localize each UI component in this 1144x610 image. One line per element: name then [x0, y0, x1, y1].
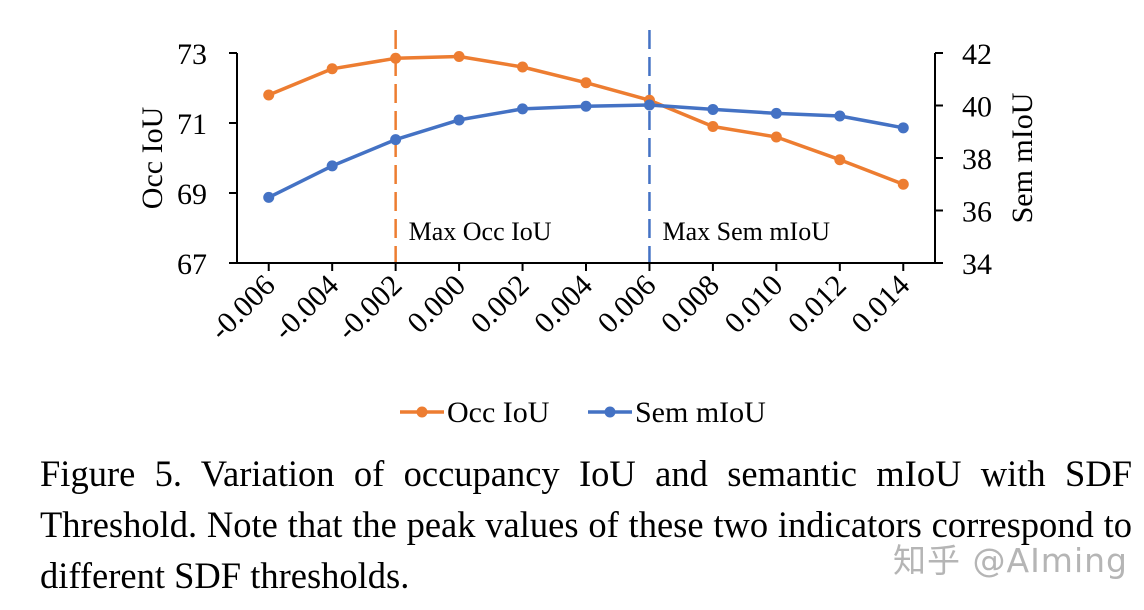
occ-iou-point	[517, 61, 529, 73]
sem-miou-point	[834, 110, 846, 122]
sem-miou-line	[267, 103, 904, 199]
watermark: 知乎 @AIming	[893, 541, 1128, 580]
x-tick-label: 0.012	[782, 269, 853, 340]
sem-miou-point	[897, 122, 909, 134]
sem-miou-point	[263, 191, 275, 203]
series	[263, 51, 909, 203]
x-tick-label: 0.004	[528, 269, 599, 340]
annotation-lines: Max Occ IoU Max Sem mIoU	[394, 30, 830, 263]
legend-label-occ-iou: Occ IoU	[447, 396, 550, 429]
y-left-tick-label: 71	[177, 108, 207, 141]
sem-miou-point	[517, 103, 529, 115]
occ-iou-point	[897, 178, 909, 190]
y-right-tick-label: 38	[962, 143, 992, 176]
occ-iou-line	[268, 54, 904, 186]
x-tick-label: -0.002	[330, 269, 408, 347]
sem-miou-point	[453, 114, 465, 126]
legend: Occ IoU Sem mIoU	[400, 396, 766, 429]
y-left-tick-label: 69	[177, 178, 207, 211]
sem-miou-point	[643, 99, 655, 111]
annotation-label-1: Max Occ IoU	[409, 217, 552, 246]
figure-caption: Figure 5. Variation of occupancy IoU and…	[40, 453, 1132, 596]
occ-iou-point	[834, 154, 846, 166]
x-tick-label: 0.014	[845, 269, 916, 340]
x-tick-label: 0.002	[464, 269, 535, 340]
x-tick-label: -0.006	[204, 269, 282, 347]
legend-swatch-marker-occ-iou	[416, 406, 428, 418]
sem-miou-point	[580, 100, 592, 112]
y-right-tick-label: 36	[962, 196, 992, 229]
annotation-label-2: Max Sem mIoU	[662, 217, 830, 246]
occ-iou-point	[326, 63, 338, 75]
y-left-tick-label: 67	[177, 248, 207, 281]
occ-iou-point	[580, 77, 592, 89]
occ-iou-point	[453, 51, 465, 62]
y-left-tick-label: 73	[177, 38, 207, 71]
x-tick-label: -0.004	[267, 269, 345, 347]
sem-miou-point	[390, 134, 402, 146]
sem-miou-point	[326, 160, 338, 172]
occ-iou-point	[707, 121, 719, 132]
occ-iou-point	[263, 89, 275, 101]
y-axis-right-title: Sem mIoU	[1006, 92, 1039, 223]
legend-swatch-marker-sem-miou	[604, 406, 616, 418]
x-tick-label: 0.008	[655, 269, 726, 340]
y-right-tick-label: 42	[962, 38, 992, 71]
sem-miou-point	[770, 107, 782, 119]
occ-iou-point	[770, 131, 782, 143]
y-right-tick-label: 34	[962, 248, 992, 281]
x-tick-label: 0.006	[591, 269, 662, 340]
x-tick-label: 0.010	[718, 269, 789, 340]
y-right-tick-label: 40	[962, 91, 992, 124]
legend-label-sem-miou: Sem mIoU	[635, 396, 766, 429]
dual-axis-line-chart: Max Occ IoU Max Sem mIoU 67 69 71 73 Occ IoU 3…	[136, 30, 1039, 429]
x-tick-label: 0.000	[401, 269, 472, 340]
sem-miou-point	[707, 103, 719, 115]
y-axis-left-title: Occ IoU	[136, 106, 169, 209]
occ-iou-point	[390, 52, 402, 64]
